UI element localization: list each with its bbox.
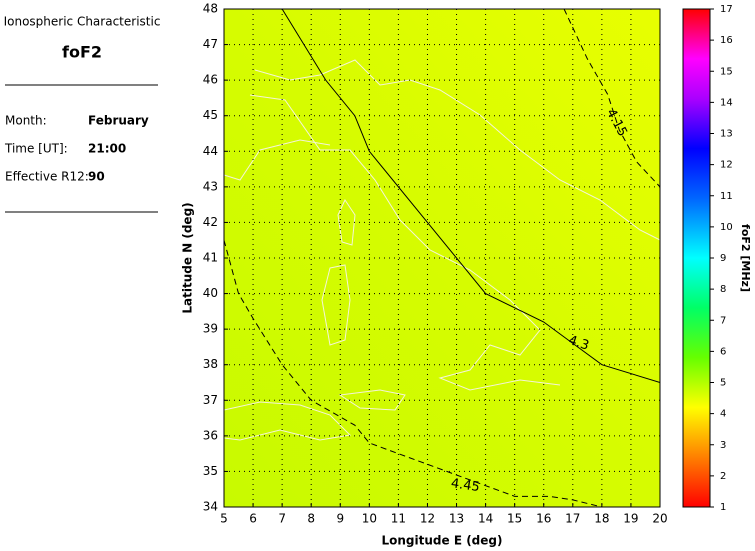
- x-tick-label: 14: [478, 512, 493, 526]
- y-tick-label: 46: [203, 73, 218, 87]
- colorbar-tick-label: 15: [720, 66, 733, 77]
- y-tick-label: 43: [203, 179, 218, 193]
- coastline: [223, 59, 661, 441]
- panel-title: Ionospheric Characteristic: [4, 15, 161, 29]
- x-tick-label: 12: [420, 512, 435, 526]
- x-tick-label: 15: [507, 512, 522, 526]
- colorbar-tick-label: 10: [720, 222, 733, 233]
- y-tick-label: 47: [203, 37, 218, 51]
- field-value: 21:00: [88, 142, 126, 156]
- x-tick-label: 17: [565, 512, 580, 526]
- y-tick-label: 42: [203, 215, 218, 229]
- colorbar-tick-label: 1: [720, 502, 726, 513]
- y-tick-label: 37: [203, 393, 218, 407]
- colorbar-tick-label: 5: [720, 378, 726, 389]
- contour-label: 4.45: [450, 476, 481, 495]
- contour-label: 4.3: [566, 333, 590, 354]
- x-tick-label: 20: [652, 512, 667, 526]
- x-axis-label: Longitude E (deg): [382, 534, 503, 548]
- x-tick-label: 7: [278, 512, 286, 526]
- field: [224, 9, 660, 507]
- y-axis-label: Latitude N (deg): [181, 202, 195, 313]
- colorbar-tick-label: 16: [720, 35, 733, 46]
- field-value: February: [88, 114, 149, 128]
- colorbar-tick-label: 9: [720, 253, 726, 264]
- x-tick-label: 19: [623, 512, 638, 526]
- colorbar-tick-label: 7: [720, 315, 726, 326]
- contour-line: [281, 8, 661, 383]
- x-tick-label: 8: [307, 512, 315, 526]
- x-tick-label: 18: [594, 512, 609, 526]
- y-tick-label: 38: [203, 357, 218, 371]
- y-tick-label: 39: [203, 322, 218, 336]
- colorbar-tick-label: 12: [720, 160, 733, 171]
- x-tick-label: 11: [391, 512, 406, 526]
- contour-line: [563, 8, 661, 188]
- parameter: foF2: [62, 43, 102, 62]
- y-tick-label: 45: [203, 108, 218, 122]
- colorbar-tick-label: 13: [720, 129, 733, 140]
- x-tick-label: 9: [336, 512, 344, 526]
- y-tick-label: 35: [203, 464, 218, 478]
- field-label: Month:: [5, 114, 47, 128]
- y-tick-label: 44: [203, 144, 218, 158]
- colorbar-tick-label: 17: [720, 4, 733, 15]
- colorbar-tick-label: 2: [720, 471, 726, 482]
- contour-line: [223, 240, 602, 508]
- colorbar-tick-label: 8: [720, 284, 726, 295]
- y-tick-label: 41: [203, 251, 218, 265]
- x-tick-label: 16: [536, 512, 551, 526]
- x-tick-label: 10: [362, 512, 377, 526]
- field-label: Effective R12:: [5, 170, 89, 184]
- colorbar-tick-label: 3: [720, 440, 726, 451]
- y-tick-label: 36: [203, 428, 218, 442]
- x-tick-label: 13: [449, 512, 464, 526]
- colorbar-tick-label: 14: [720, 97, 733, 108]
- colorbar-tick-label: 11: [720, 191, 733, 202]
- x-tick-label: 6: [249, 512, 257, 526]
- colorbar-tick-label: 6: [720, 346, 726, 357]
- colorbar-tick-label: 4: [720, 409, 726, 420]
- y-tick-label: 34: [203, 500, 218, 514]
- colorbar-label: foF2 [MHz]: [739, 224, 752, 292]
- x-tick-label: 5: [220, 512, 228, 526]
- colorbar: [682, 8, 711, 508]
- y-tick-label: 40: [203, 286, 218, 300]
- y-tick-label: 48: [203, 2, 218, 16]
- field-label: Time [UT]:: [4, 142, 68, 156]
- field-value: 90: [88, 170, 105, 184]
